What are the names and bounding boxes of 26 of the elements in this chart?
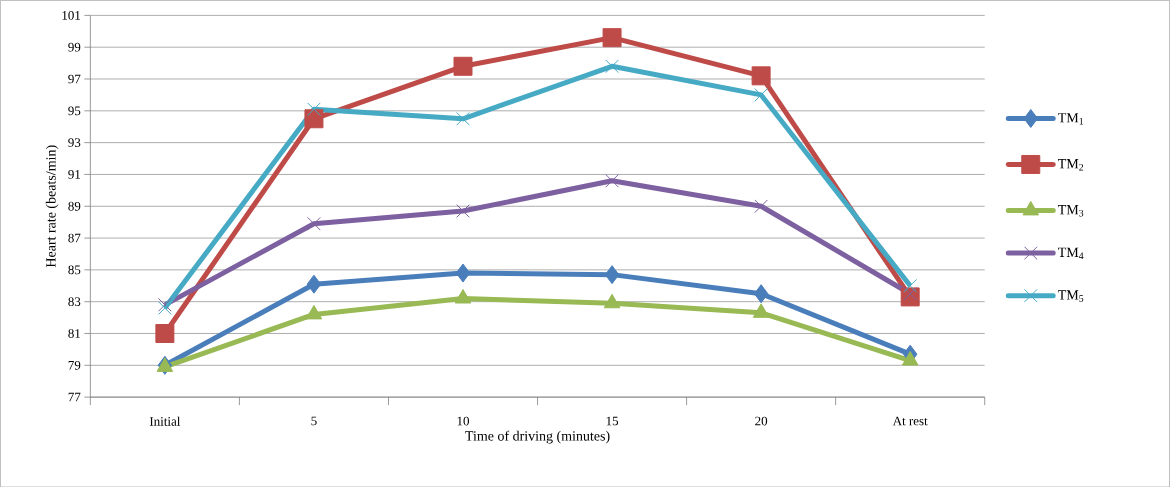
y-tick-label: 85 xyxy=(68,265,81,275)
y-tick-label: 81 xyxy=(68,328,81,338)
y-tick-label: 83 xyxy=(68,297,81,306)
y-tick-label: 93 xyxy=(68,138,81,147)
legend-label: TM$_{4}$ xyxy=(1058,247,1084,259)
y-tick-label: 97 xyxy=(68,74,81,84)
y-tick-label: 95 xyxy=(68,106,81,115)
x-tick-label: At rest xyxy=(892,416,928,426)
x-tick-label: 10 xyxy=(457,416,470,426)
legend-label: TM$_{2}$ xyxy=(1058,158,1084,171)
legend-label: TM$_{3}$ xyxy=(1058,204,1084,217)
y-tick-label: 77 xyxy=(68,392,81,402)
y-tick-label: 101 xyxy=(62,10,81,20)
legend-label: TM$_{5}$ xyxy=(1058,290,1084,302)
y-tick-label: 79 xyxy=(68,360,81,370)
legend-label: TM$_{1}$ xyxy=(1058,112,1084,125)
y-tick-label: 89 xyxy=(68,201,81,211)
x-tick-label: 20 xyxy=(755,416,768,426)
y-tick-label: 91 xyxy=(68,169,81,179)
x-tick-label: Initial xyxy=(149,416,181,426)
x-axis-title: Time of driving (minutes) xyxy=(465,430,610,444)
y-tick-label: 99 xyxy=(68,42,81,52)
x-tick-label: 15 xyxy=(606,416,619,426)
y-axis-title: Heart rate (beats/min) xyxy=(45,145,59,267)
x-tick-label: 5 xyxy=(311,416,317,426)
y-tick-label: 87 xyxy=(68,233,81,243)
